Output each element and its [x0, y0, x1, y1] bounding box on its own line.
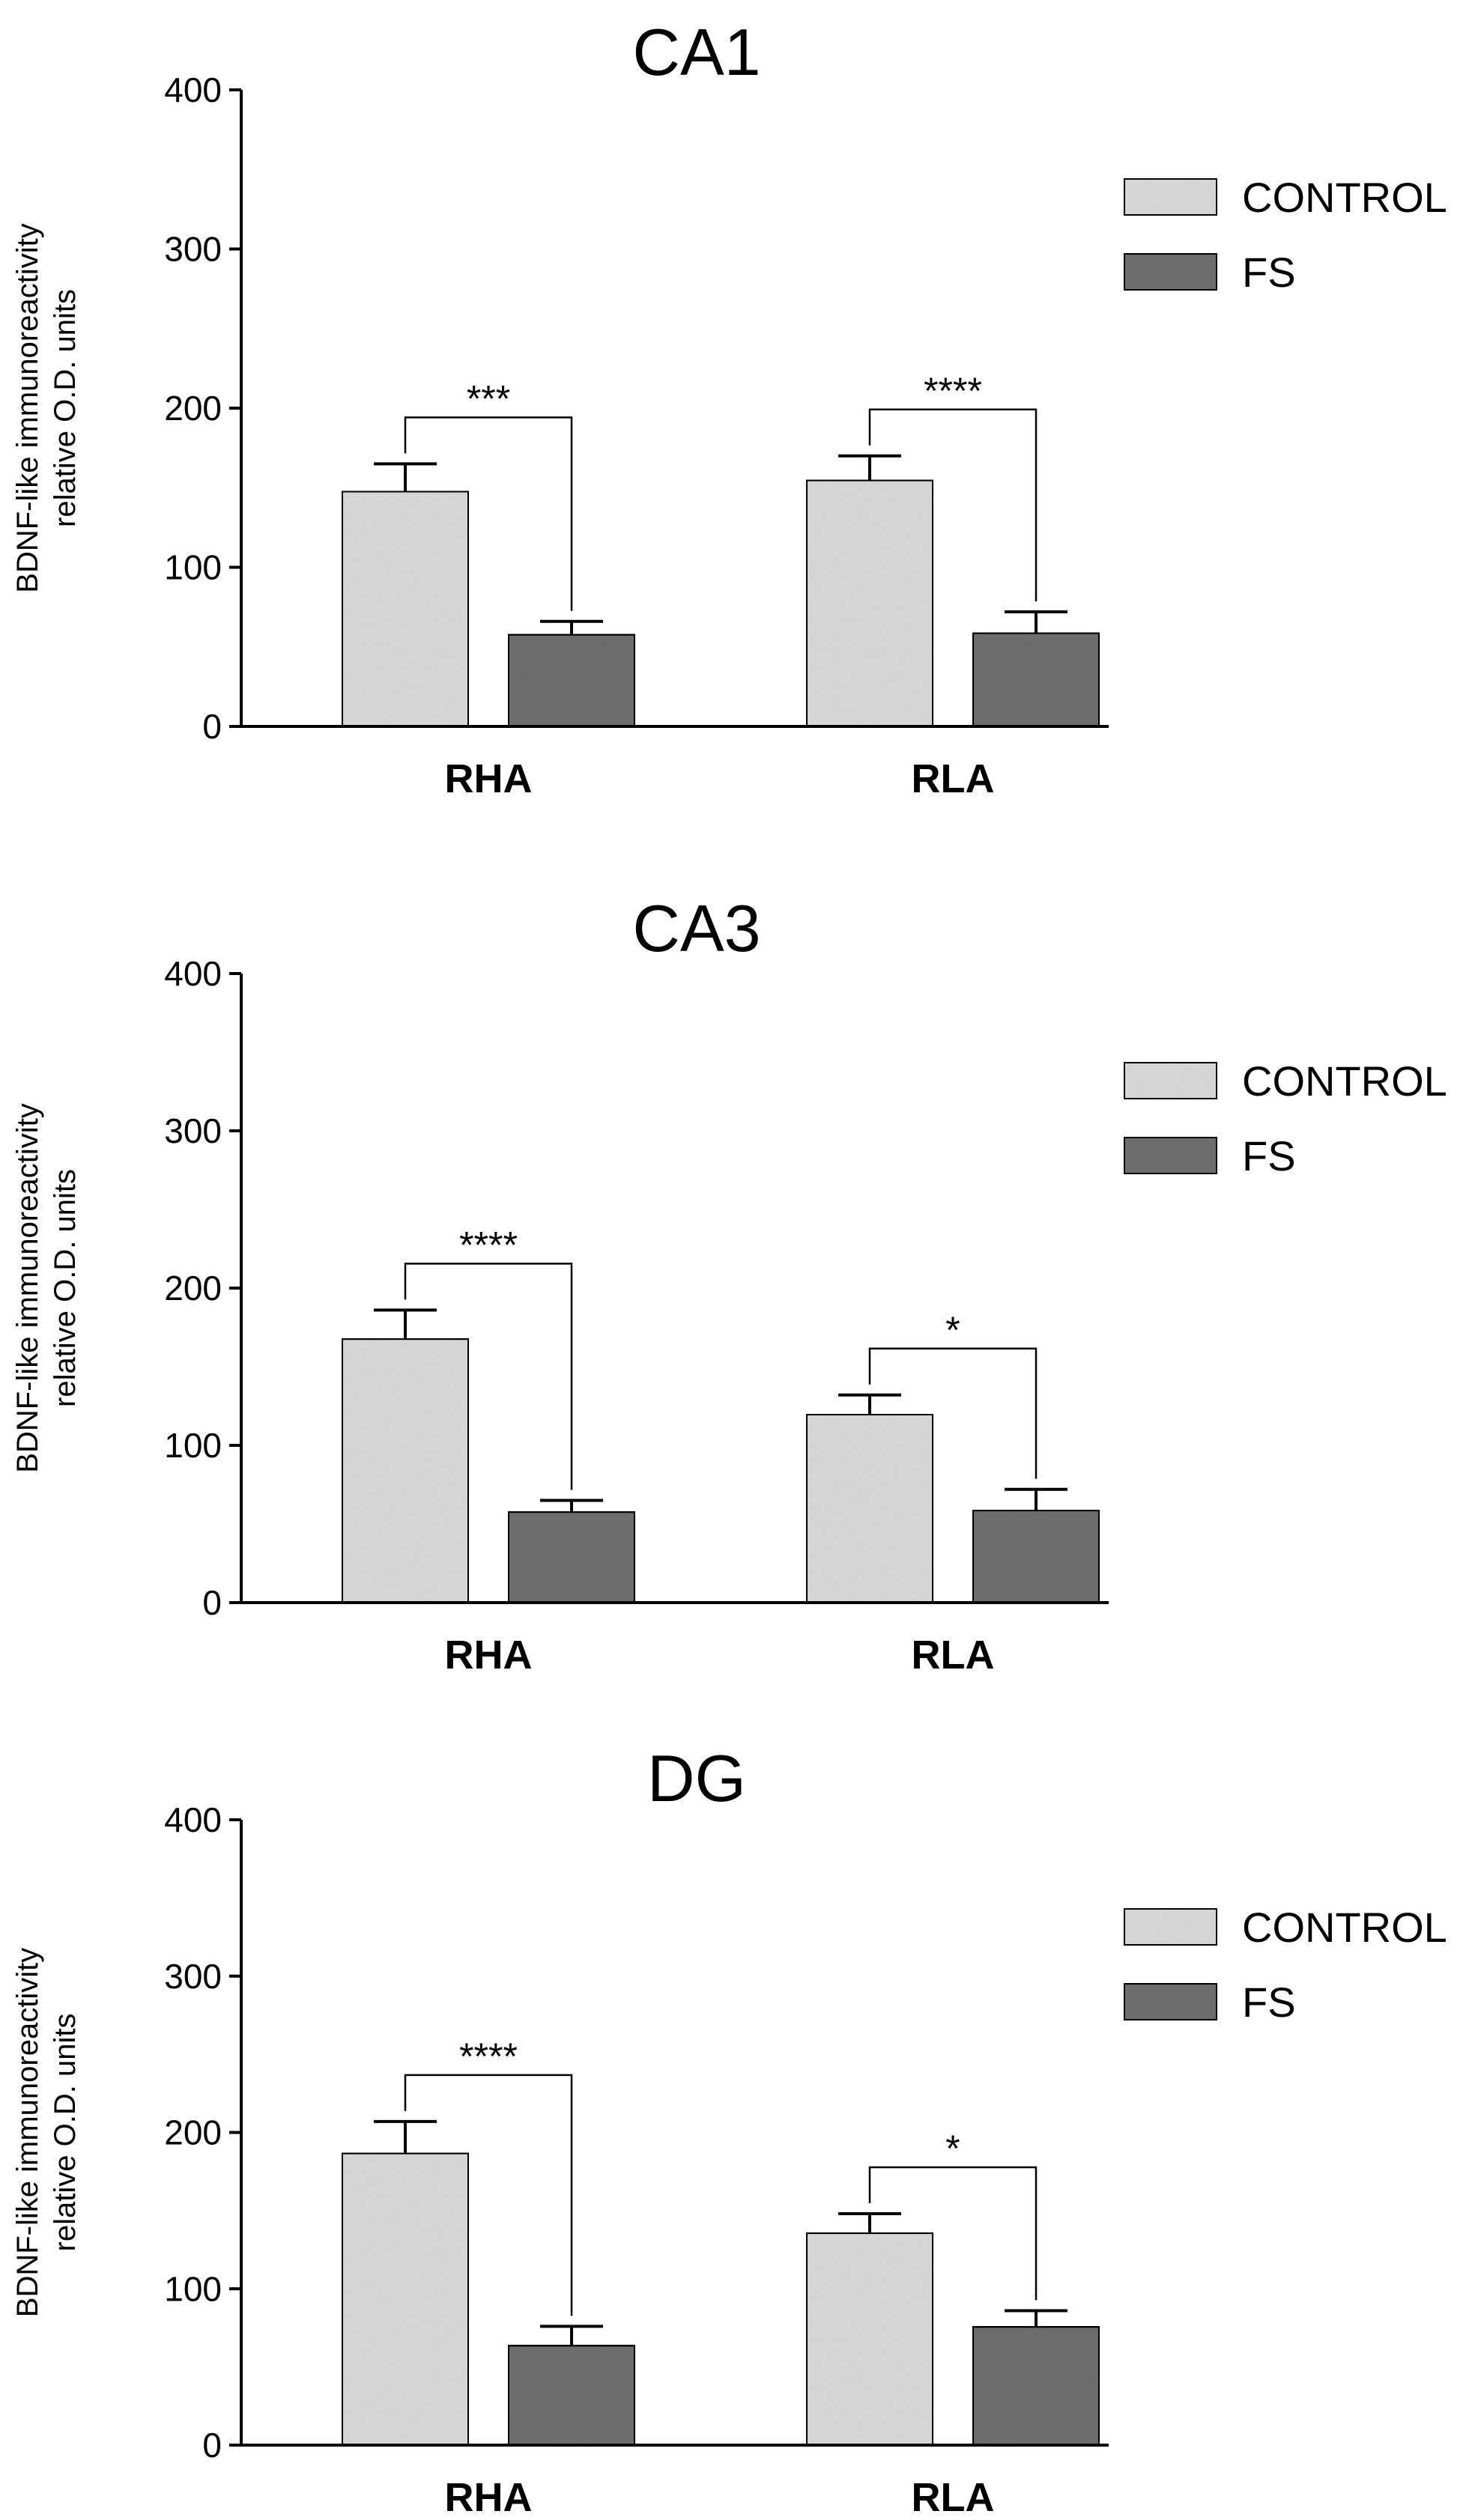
legend-label-fs: FS	[1242, 249, 1296, 296]
y-tick-label: 100	[164, 548, 222, 587]
legend-label-control: CONTROL	[1242, 174, 1447, 221]
x-category-label: RHA	[445, 1633, 533, 1678]
y-axis-label-line2: relative O.D. units	[49, 1169, 82, 1407]
bar-rla-control	[805, 2231, 935, 2447]
significance-label: *	[945, 1309, 960, 1351]
bar-rha-fs	[506, 632, 637, 728]
significance-label: *	[945, 2128, 960, 2170]
legend-swatch-control	[1122, 177, 1219, 217]
y-axis-label-line1: BDNF-like immunoreactivity	[11, 1948, 44, 2317]
significance-label: ****	[924, 370, 982, 412]
y-axis-label-line2: relative O.D. units	[49, 289, 82, 527]
y-axis-label-line1: BDNF-like immunoreactivity	[11, 223, 44, 592]
y-axis-label-line1: BDNF-like immunoreactivity	[11, 1103, 44, 1472]
y-tick-label: 400	[164, 1800, 222, 1839]
bar-rha-control	[340, 1337, 470, 1604]
significance-label: ****	[459, 1224, 518, 1266]
bar-rla-fs	[971, 2325, 1101, 2447]
significance-bracket	[404, 416, 573, 611]
y-tick-label: 200	[164, 2113, 222, 2152]
chart-title: DG	[647, 1741, 746, 1815]
y-tick-label: 200	[164, 1269, 222, 1308]
x-category-label: RLA	[912, 1633, 995, 1678]
y-tick-label: 300	[164, 1111, 222, 1150]
chart-panel-dg: DG BDNF-like immunoreactivity relative O.D…	[11, 1741, 1447, 2520]
chart-title: CA1	[632, 15, 760, 89]
x-category-label: RHA	[445, 2475, 533, 2520]
x-category-label: RLA	[912, 2475, 995, 2520]
y-axis-label-line2: relative O.D. units	[49, 2014, 82, 2252]
chart-panel-ca1: CA1 BDNF-like immunoreactivity relative O.…	[11, 15, 1447, 801]
y-tick-label: 0	[202, 707, 222, 746]
significance-label: ***	[467, 377, 510, 419]
y-tick-label: 400	[164, 954, 222, 993]
legend-swatch-control	[1122, 1060, 1219, 1101]
y-tick-label: 0	[202, 2426, 222, 2465]
legend-swatch-fs	[1122, 252, 1219, 292]
bar-rha-fs	[506, 2343, 637, 2447]
legend-swatch-fs	[1122, 1135, 1219, 1176]
bar-rla-control	[805, 1412, 935, 1604]
significance-bracket	[868, 1347, 1038, 1479]
y-tick-label: 0	[202, 1583, 222, 1622]
significance-bracket	[868, 408, 1038, 601]
bar-rha-control	[340, 2151, 470, 2447]
legend-swatch-fs	[1122, 1982, 1219, 2022]
significance-bracket	[404, 1263, 573, 1490]
significance-bracket	[404, 2074, 573, 2316]
bar-rha-control	[340, 489, 470, 728]
y-tick-label: 300	[164, 1957, 222, 1996]
legend-label-fs: FS	[1242, 1979, 1296, 2026]
chart-panel-ca3: CA3 BDNF-like immunoreactivity relative O.…	[11, 891, 1447, 1678]
y-tick-label: 100	[164, 1426, 222, 1465]
bar-rha-fs	[506, 1510, 637, 1604]
y-tick-label: 100	[164, 2269, 222, 2308]
significance-label: ****	[459, 2035, 518, 2077]
y-tick-label: 200	[164, 389, 222, 428]
y-tick-label: 400	[164, 70, 222, 109]
legend-label-control: CONTROL	[1242, 1904, 1447, 1951]
chart-title: CA3	[632, 891, 760, 965]
x-category-label: RHA	[445, 756, 533, 801]
bar-rla-control	[805, 478, 935, 728]
x-category-label: RLA	[912, 756, 995, 801]
bar-rla-fs	[971, 1508, 1101, 1604]
legend-swatch-control	[1122, 1907, 1219, 1947]
legend-label-control: CONTROL	[1242, 1057, 1447, 1105]
significance-bracket	[868, 2166, 1038, 2301]
y-tick-label: 300	[164, 230, 222, 269]
bar-rla-fs	[971, 631, 1101, 728]
legend-label-fs: FS	[1242, 1132, 1296, 1179]
